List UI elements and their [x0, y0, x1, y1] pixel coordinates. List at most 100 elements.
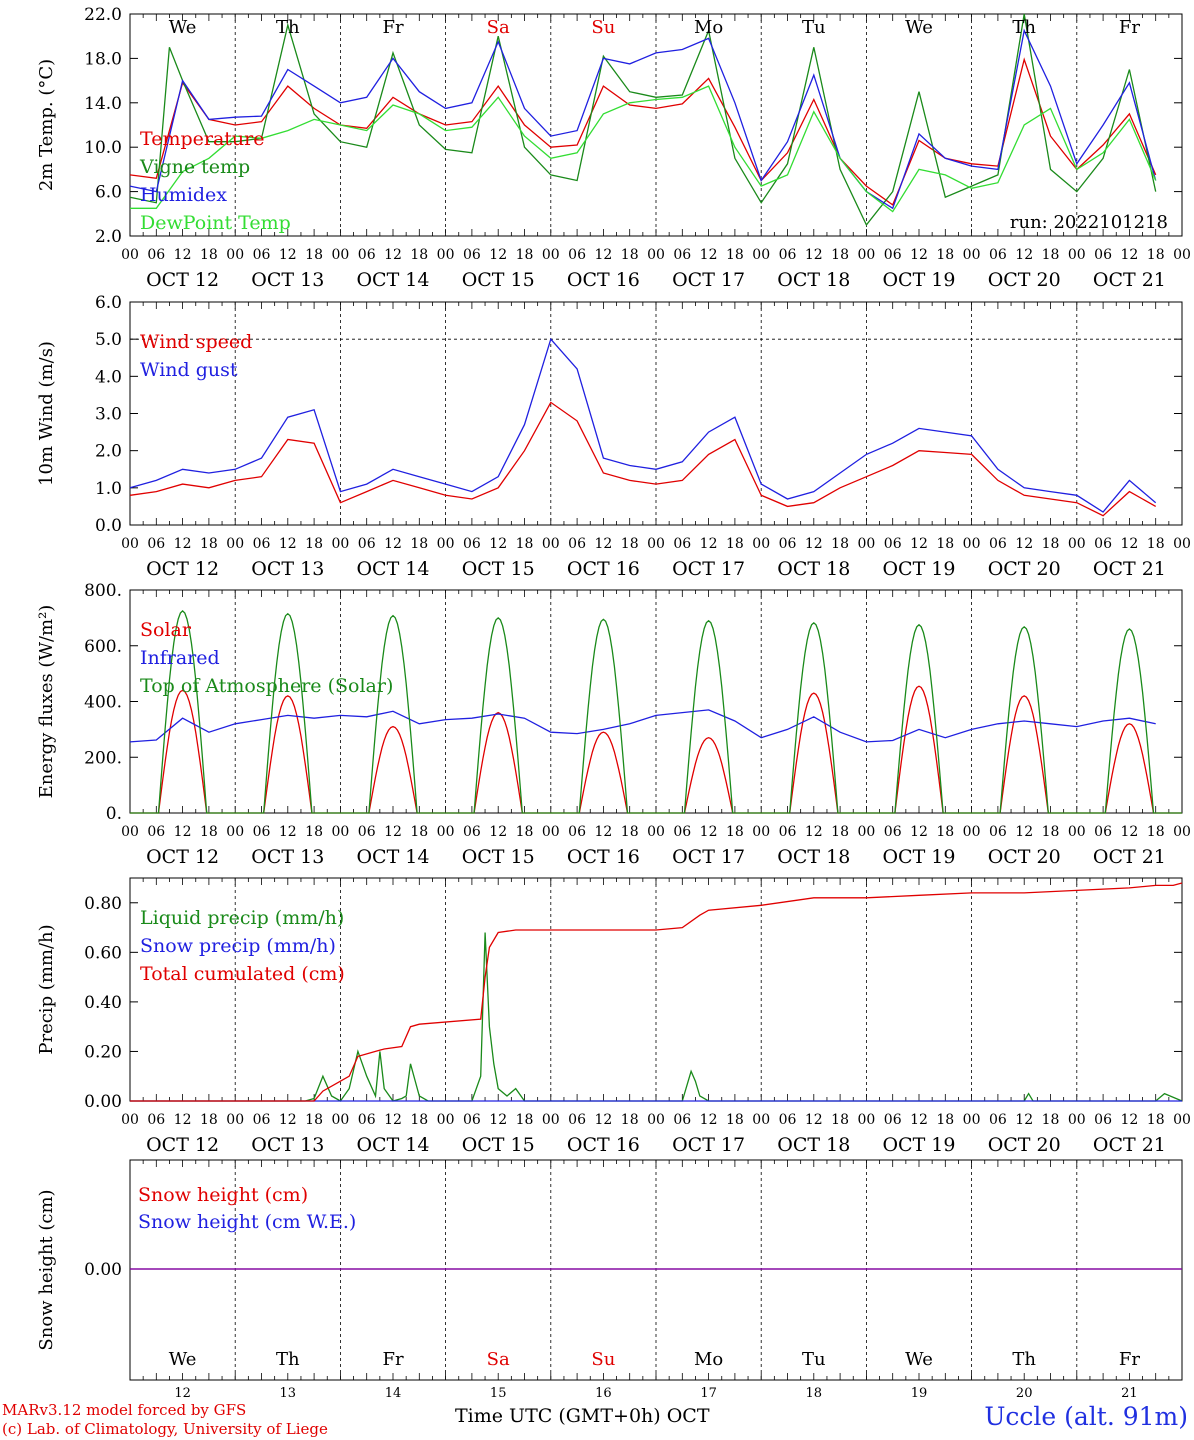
hour-tick-label: 12 — [1120, 1112, 1138, 1128]
hour-tick-label: 18 — [410, 247, 428, 263]
date-label: OCT 20 — [988, 558, 1061, 580]
hour-tick-label: 06 — [884, 824, 902, 840]
hour-tick-label: 06 — [884, 536, 902, 552]
hour-tick-label: 00 — [1068, 824, 1086, 840]
date-label: OCT 12 — [146, 1134, 219, 1156]
hour-tick-label: 18 — [516, 247, 534, 263]
hour-tick-label: 18 — [621, 247, 639, 263]
hour-tick-label: 00 — [437, 824, 455, 840]
lab-credit: (c) Lab. of Climatology, University of L… — [2, 1420, 328, 1438]
y-tick-label: 18.0 — [84, 49, 122, 69]
legend-entry: Total cumulated (cm) — [140, 963, 345, 985]
y-tick-label: 5.0 — [95, 330, 122, 350]
weekday-label: Mo — [694, 17, 723, 38]
hour-tick-label: 12 — [174, 1112, 192, 1128]
series-line — [130, 610, 1182, 814]
date-label: OCT 20 — [988, 1134, 1061, 1156]
hour-tick-label: 00 — [331, 824, 349, 840]
hour-tick-label: 12 — [489, 824, 507, 840]
day-number-label: 13 — [280, 1386, 297, 1401]
date-label: OCT 21 — [1093, 846, 1166, 868]
panel-5: 0.00 Snow height (cm) Snow height (cm) Snow… — [36, 1159, 1183, 1401]
hour-tick-label: 06 — [463, 1112, 481, 1128]
legend-entry: Temperature — [140, 128, 264, 150]
hour-tick-label: 06 — [779, 1112, 797, 1128]
hour-tick-label: 06 — [673, 536, 691, 552]
hour-tick-label: 06 — [884, 247, 902, 263]
weekday-label: Sa — [487, 17, 510, 38]
date-label: OCT 16 — [567, 846, 640, 868]
date-label: OCT 18 — [777, 1134, 850, 1156]
series-line — [130, 85, 1157, 213]
hour-tick-label: 12 — [279, 824, 297, 840]
date-label: OCT 13 — [251, 1134, 324, 1156]
y-tick-label: 3.0 — [95, 405, 122, 425]
y-tick-label: 0.40 — [84, 993, 122, 1013]
date-label: OCT 13 — [251, 558, 324, 580]
hour-tick-label: 00 — [857, 247, 875, 263]
series-line — [129, 13, 1157, 227]
hour-tick-label: 12 — [174, 824, 192, 840]
y-tick-label: 0.60 — [84, 943, 122, 963]
series-line — [129, 337, 1157, 513]
hour-tick-label: 06 — [1094, 824, 1112, 840]
hour-tick-label: 12 — [594, 536, 612, 552]
station-name: Uccle (alt. 91m) — [984, 1402, 1188, 1431]
weekday-label: Mo — [694, 1349, 723, 1370]
hour-tick-label: 00 — [752, 247, 770, 263]
weekday-label: Tu — [802, 1349, 826, 1370]
y-tick-label: 6.0 — [95, 183, 122, 203]
date-label: OCT 21 — [1093, 558, 1166, 580]
hour-tick-label: 00 — [857, 536, 875, 552]
y-tick-label: 4.0 — [95, 367, 122, 387]
hour-tick-label: 00 — [437, 1112, 455, 1128]
series-line — [129, 709, 1156, 743]
y-axis-label: Precip (mm/h) — [36, 924, 57, 1054]
hour-tick-label: 00 — [1068, 1112, 1086, 1128]
hour-tick-label: 12 — [594, 1112, 612, 1128]
y-tick-label: 0.0 — [95, 516, 122, 536]
hour-tick-label: 00 — [752, 536, 770, 552]
weekday-label: Fr — [382, 1349, 403, 1370]
weekday-label: Fr — [382, 17, 403, 38]
hour-tick-label: 18 — [200, 536, 218, 552]
hour-tick-label: 18 — [621, 536, 639, 552]
y-tick-label: 0. — [106, 804, 122, 824]
hour-tick-label: 18 — [1147, 1112, 1165, 1128]
hour-tick-label: 12 — [489, 1112, 507, 1128]
hour-tick-label: 00 — [752, 824, 770, 840]
hour-tick-label: 06 — [568, 1112, 586, 1128]
hour-tick-label: 18 — [1147, 824, 1165, 840]
y-tick-label: 200. — [84, 748, 122, 768]
weekday-label: Fr — [1119, 1349, 1140, 1370]
hour-tick-label: 00 — [647, 247, 665, 263]
hour-tick-label: 06 — [463, 247, 481, 263]
hour-tick-label: 06 — [989, 247, 1007, 263]
hour-tick-label: 00 — [542, 824, 560, 840]
hour-tick-label: 18 — [516, 1112, 534, 1128]
legend-entry: Vigne temp — [139, 156, 250, 178]
hour-tick-label: 06 — [358, 536, 376, 552]
hour-tick-label: 00 — [121, 536, 139, 552]
date-label: OCT 13 — [251, 846, 324, 868]
hour-tick-label: 00 — [226, 247, 244, 263]
hour-tick-label: 18 — [621, 824, 639, 840]
hour-tick-label: 18 — [1147, 247, 1165, 263]
day-number-label: 17 — [700, 1386, 717, 1401]
hour-tick-label: 06 — [253, 536, 271, 552]
hour-tick-label: 12 — [910, 536, 928, 552]
hour-tick-label: 00 — [963, 536, 981, 552]
date-label: OCT 15 — [462, 1134, 535, 1156]
hour-tick-label: 00 — [121, 1112, 139, 1128]
legend-entry: Infrared — [140, 647, 220, 669]
day-number-label: 16 — [595, 1386, 612, 1401]
hour-tick-label: 12 — [1015, 824, 1033, 840]
hour-tick-label: 00 — [963, 1112, 981, 1128]
hour-tick-label: 12 — [174, 536, 192, 552]
hour-tick-label: 18 — [305, 536, 323, 552]
hour-tick-label: 06 — [253, 1112, 271, 1128]
hour-tick-label: 00 — [1068, 247, 1086, 263]
hour-tick-label: 06 — [463, 824, 481, 840]
date-label: OCT 18 — [777, 558, 850, 580]
